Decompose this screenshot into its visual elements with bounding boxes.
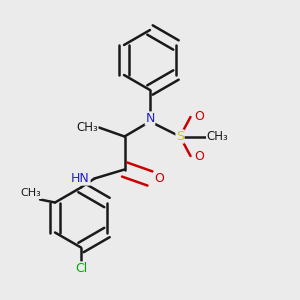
Text: CH₃: CH₃ [21,188,41,199]
Text: CH₃: CH₃ [76,121,98,134]
Text: HN: HN [71,172,90,185]
Text: N: N [145,112,155,125]
Text: O: O [154,172,164,185]
Text: Cl: Cl [75,262,87,275]
Text: O: O [195,110,204,124]
Text: O: O [195,149,204,163]
Text: CH₃: CH₃ [207,130,228,143]
Text: S: S [176,130,184,143]
